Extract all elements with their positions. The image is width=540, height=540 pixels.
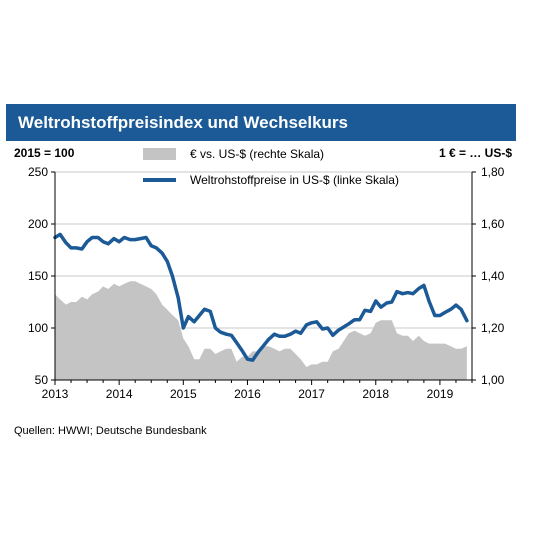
x-tick-label: 2017 [298,387,325,401]
left-unit-label: 2015 = 100 [14,146,75,160]
right-tick-label: 1,00 [481,373,505,387]
series-area-eur-usd [55,281,467,380]
x-tick-label: 2015 [170,387,197,401]
x-tick-label: 2018 [362,387,389,401]
left-tick-label: 200 [28,217,48,231]
x-tick-label: 2014 [106,387,133,401]
right-tick-label: 1,40 [481,269,505,283]
left-tick-label: 100 [28,321,48,335]
x-tick-label: 2016 [234,387,261,401]
left-tick-label: 250 [28,165,48,179]
x-tick-label: 2013 [42,387,69,401]
plot-area: 50 100 150 200 250 1,00 1,20 1,40 1,60 1,80 2013 20… [28,165,505,401]
right-unit-label: 1 € = … US-$ [439,146,512,160]
legend-label-line: Weltrohstoffpreise in US-$ (linke Skala) [190,173,399,187]
legend: € vs. US-$ (rechte Skala) Weltrohstoffpr… [143,147,399,187]
source-note: Quellen: HWWI; Deutsche Bundesbank [14,425,207,437]
legend-label-area: € vs. US-$ (rechte Skala) [190,147,324,161]
left-tick-label: 50 [35,373,49,387]
left-tick-label: 150 [28,269,48,283]
right-tick-label: 1,60 [481,217,505,231]
series-line-commodity-prices [53,232,469,362]
x-tick-label: 2019 [427,387,454,401]
right-tick-label: 1,20 [481,321,505,335]
chart-title-bar: Weltrohstoffpreisindex und Wechselkurs [6,104,516,141]
legend-swatch-area [143,148,176,160]
chart-title: Weltrohstoffpreisindex und Wechselkurs [18,112,348,132]
right-tick-label: 1,80 [481,165,505,179]
